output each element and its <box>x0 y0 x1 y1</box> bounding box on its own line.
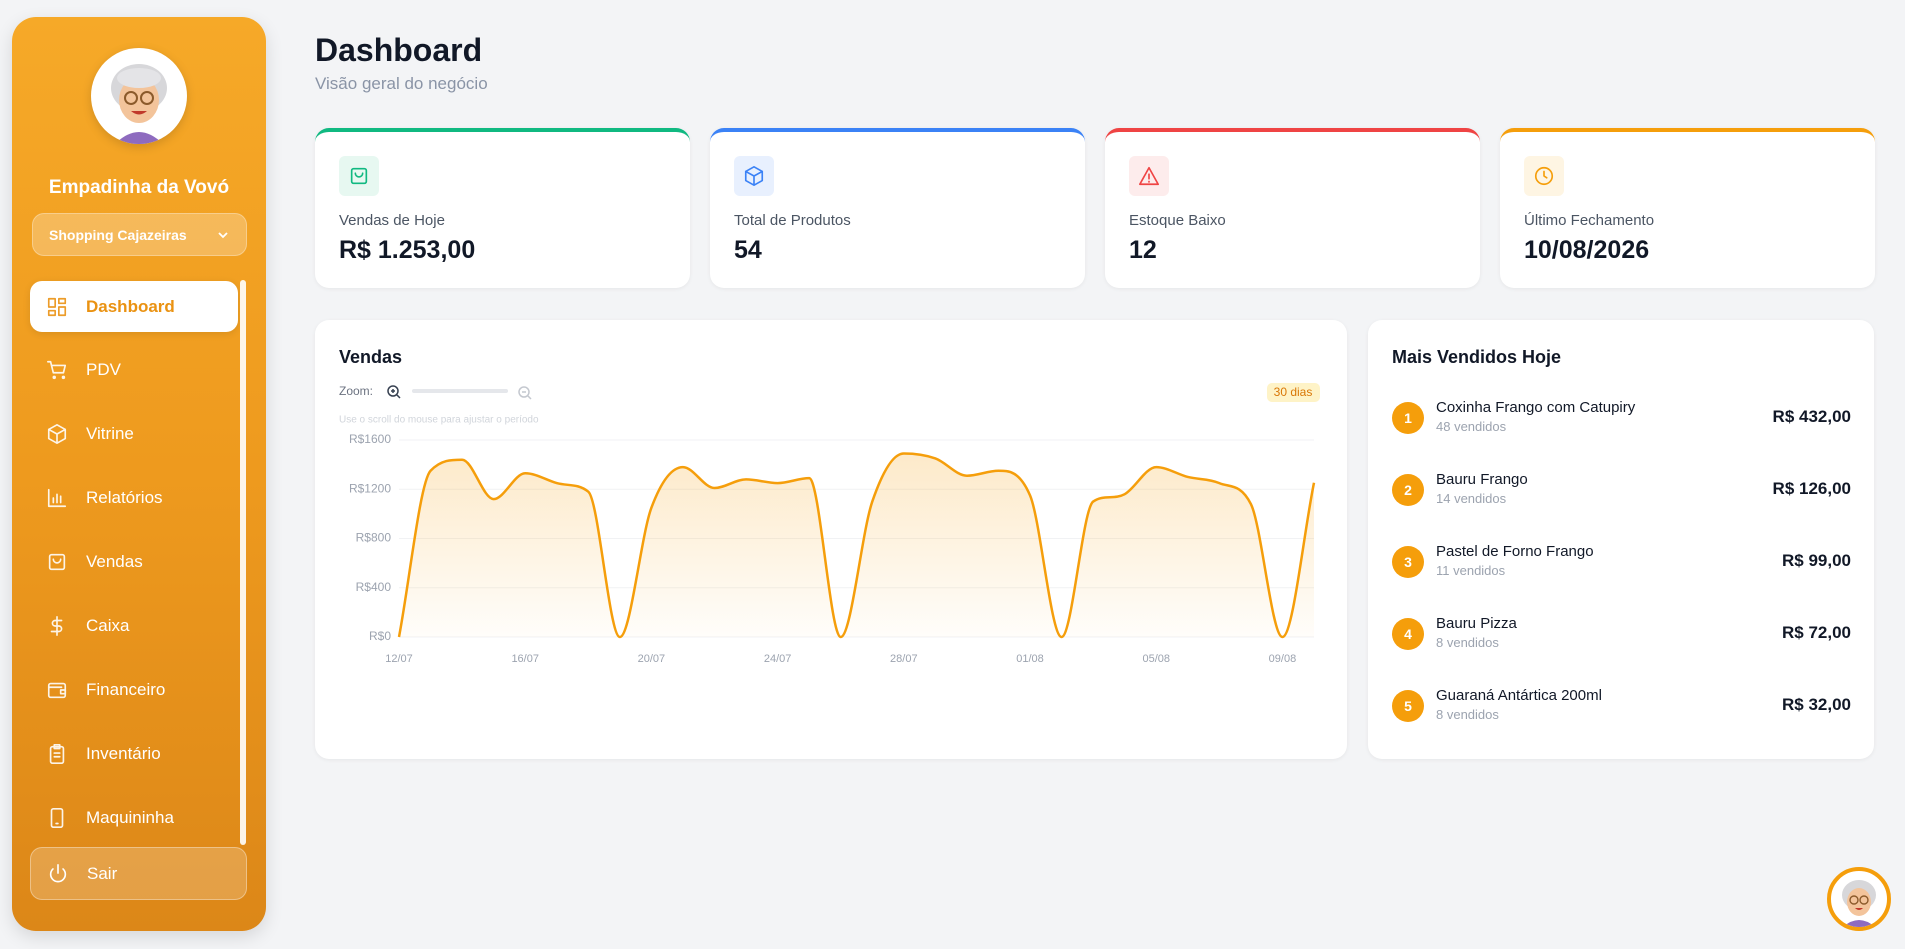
stat-card: Último Fechamento 10/08/2026 <box>1500 128 1875 288</box>
y-tick-label: R$1600 <box>349 432 391 446</box>
x-tick-label: 09/08 <box>1269 653 1297 665</box>
nav-item[interactable]: Caixa <box>30 600 238 651</box>
nav-label: Vendas <box>86 551 143 571</box>
x-tick-label: 28/07 <box>890 653 918 665</box>
x-tick-label: 24/07 <box>764 653 792 665</box>
chart: Vendas Zoom: 30 dias Use o scroll do mou… <box>339 347 1320 665</box>
x-tick-label: 01/08 <box>1016 653 1044 665</box>
nav-item[interactable]: PDV <box>30 344 238 395</box>
panel-title: Mais Vendidos Hoje <box>1392 347 1562 367</box>
y-tick-label: R$0 <box>369 629 391 643</box>
nav-label: Financeiro <box>86 679 166 699</box>
store-name: Shopping Cajazeiras <box>49 226 187 243</box>
nav-label: PDV <box>86 359 121 379</box>
stat-value: 10/08/2026 <box>1524 236 1650 264</box>
product-revenue: R$ 32,00 <box>1782 695 1851 714</box>
nav-item[interactable]: Maquininha <box>30 792 238 843</box>
nav-item[interactable]: Dashboard <box>30 281 238 332</box>
sales-chart-card: Vendas Zoom: 30 dias Use o scroll do mou… <box>315 320 1347 759</box>
y-tick-label: R$800 <box>356 531 392 545</box>
stat-card: Total de Produtos 54 <box>710 128 1085 288</box>
product-name: Bauru Pizza <box>1436 615 1517 632</box>
chart-title: Vendas <box>339 347 402 367</box>
nav-item[interactable]: Inventário <box>30 728 238 779</box>
product-row: 3 Pastel de Forno Frango 11 vendidos R$ 99,… <box>1392 540 1851 584</box>
period-badge <box>1267 383 1320 402</box>
stat-card: Estoque Baixo 12 <box>1105 128 1480 288</box>
zoom-in[interactable] <box>387 385 401 399</box>
nav-item[interactable]: Financeiro <box>30 664 238 715</box>
stat-card: Vendas de Hoje R$ 1.253,00 <box>315 128 690 288</box>
nav-label: Inventário <box>86 743 161 763</box>
scrollbar <box>240 280 246 845</box>
brand-name: Empadinha da Vovó <box>48 177 230 198</box>
product-row: 5 Guaraná Antártica 200ml 8 vendidos R$ 32,… <box>1392 684 1851 728</box>
stat-value: 54 <box>734 236 762 264</box>
logo-avatar <box>91 48 187 144</box>
x-tick-label: 05/08 <box>1142 653 1170 665</box>
product-sold: 8 vendidos <box>1436 707 1499 722</box>
product-name: Bauru Frango <box>1436 471 1528 488</box>
stat-label: Vendas de Hoje <box>339 212 445 229</box>
nav-item[interactable]: Vitrine <box>30 408 238 459</box>
product-row: 4 Bauru Pizza 8 vendidos R$ 72,00 <box>1392 612 1851 656</box>
nav-label: Maquininha <box>86 807 174 827</box>
product-revenue: R$ 72,00 <box>1782 623 1851 642</box>
x-tick-label: 16/07 <box>511 653 539 665</box>
zoom-out[interactable] <box>518 386 532 400</box>
product-revenue: R$ 126,00 <box>1772 479 1851 498</box>
product-name: Pastel de Forno Frango <box>1436 543 1594 560</box>
stat-label: Último Fechamento <box>1524 212 1655 229</box>
rank-badge: 2 <box>1392 474 1424 506</box>
line <box>397 452 1316 639</box>
top-products-card: Mais Vendidos Hoje 1 Coxinha Frango com C… <box>1368 320 1874 759</box>
stat-label: Total de Produtos <box>734 212 851 229</box>
product-revenue: R$ 99,00 <box>1782 551 1851 570</box>
zoom-slider[interactable] <box>412 389 508 393</box>
sidebar: Empadinha da Vovó Shopping Cajazeiras Da… <box>12 17 266 931</box>
product-row: 1 Coxinha Frango com Catupiry 48 vendidos R… <box>1392 396 1851 440</box>
product-sold: 14 vendidos <box>1436 491 1507 506</box>
x-tick-label: 12/07 <box>385 653 413 665</box>
y-tick-label: R$1200 <box>349 481 391 495</box>
y-tick-label: R$400 <box>356 580 392 594</box>
zoom-label: Zoom: <box>339 384 373 398</box>
product-name: Guaraná Antártica 200ml <box>1436 687 1602 704</box>
product-revenue: R$ 432,00 <box>1772 407 1851 426</box>
chevron <box>218 231 228 238</box>
x-tick-label: 20/07 <box>638 653 666 665</box>
product-sold: 8 vendidos <box>1436 635 1499 650</box>
rank-badge: 3 <box>1392 546 1424 578</box>
period-label: 30 dias <box>1274 385 1313 399</box>
area <box>399 453 1314 637</box>
nav-item[interactable]: Vendas <box>30 536 238 587</box>
logout-button[interactable]: Sair <box>30 847 247 900</box>
product-sold: 48 vendidos <box>1436 419 1507 434</box>
help-avatar[interactable] <box>1827 867 1891 931</box>
page-title: Dashboard <box>315 32 483 68</box>
product-name: Coxinha Frango com Catupiry <box>1436 399 1636 416</box>
product-row: 2 Bauru Frango 14 vendidos R$ 126,00 <box>1392 468 1851 512</box>
rank-badge: 4 <box>1392 618 1424 650</box>
page-subtitle: Visão geral do negócio <box>315 74 488 93</box>
rank-badge: 1 <box>1392 402 1424 434</box>
nav-label: Caixa <box>86 615 130 635</box>
store-select[interactable]: Shopping Cajazeiras <box>32 213 247 256</box>
nav-label: Dashboard <box>86 296 175 316</box>
nav-item[interactable]: Relatórios <box>30 472 238 523</box>
product-sold: 11 vendidos <box>1436 563 1506 578</box>
chart-hint: Use o scroll do mouse para ajustar o per… <box>339 415 539 426</box>
rank-badge: 5 <box>1392 690 1424 722</box>
stat-value: 12 <box>1129 236 1157 264</box>
stat-value: R$ 1.253,00 <box>339 236 476 264</box>
logout-label: Sair <box>87 863 118 883</box>
nav-label: Relatórios <box>86 487 163 507</box>
nav-label: Vitrine <box>86 423 134 443</box>
stat-label: Estoque Baixo <box>1129 212 1226 229</box>
